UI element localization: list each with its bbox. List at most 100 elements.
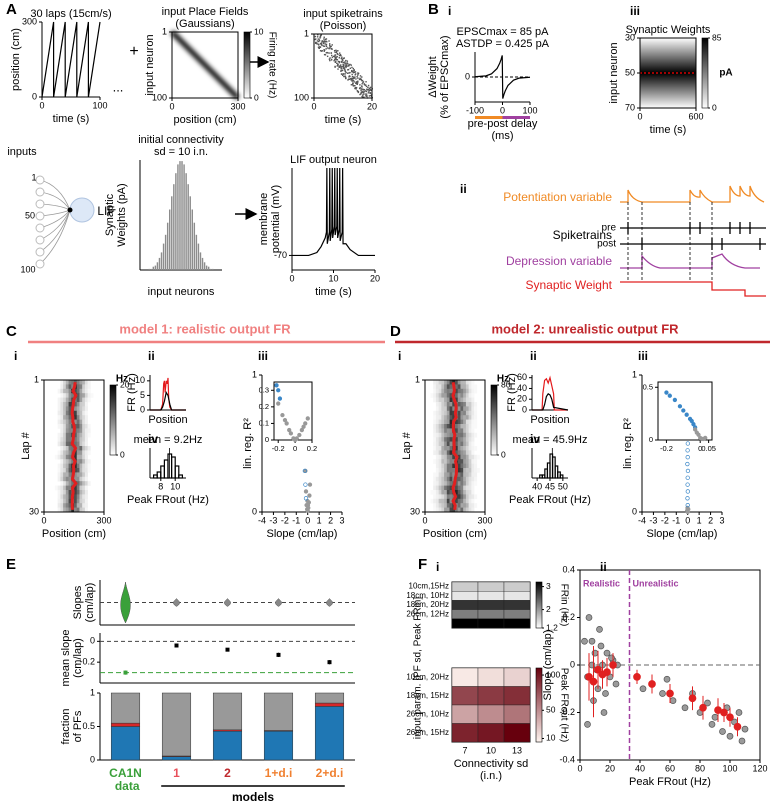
heat-cell	[444, 503, 448, 508]
heat-cell	[457, 432, 461, 438]
heat-cell	[457, 406, 461, 412]
chart-title: mean = 9.2Hz	[134, 434, 203, 446]
point	[639, 685, 647, 693]
spike	[359, 77, 361, 80]
colorbar-tick-label: 80	[501, 379, 511, 389]
point	[287, 427, 292, 433]
heat-cell	[465, 415, 469, 420]
heat-cell	[441, 415, 445, 420]
y-tick-label: 0	[90, 636, 95, 646]
spike	[337, 68, 339, 70]
text: i	[14, 349, 17, 363]
bar	[207, 266, 210, 270]
spike	[366, 89, 368, 91]
heat-cell	[463, 419, 467, 425]
heat-cell	[444, 432, 448, 438]
bar	[181, 161, 183, 270]
heat-cell	[451, 618, 479, 629]
point	[600, 709, 608, 716]
heat-cell	[441, 437, 445, 442]
heat-cell	[84, 388, 88, 394]
heat-cell	[471, 437, 475, 442]
spike	[362, 89, 365, 91]
spike	[331, 48, 333, 50]
colorbar	[535, 581, 543, 629]
spike	[318, 43, 320, 45]
bar	[187, 184, 189, 270]
spike	[347, 68, 350, 71]
heat-cell	[477, 618, 505, 629]
heat-cell	[76, 441, 80, 447]
x-tick-label: 0	[637, 111, 642, 121]
heat-cell	[63, 476, 67, 482]
spike	[361, 79, 364, 82]
heat-cell	[438, 450, 442, 456]
y-tick-label: 0	[522, 404, 527, 414]
point	[288, 431, 294, 436]
heat-cell	[65, 441, 69, 447]
heat-cell	[435, 402, 439, 407]
heat-cell	[476, 468, 480, 473]
heat-cell	[468, 415, 472, 420]
spike	[325, 48, 327, 50]
text: iv	[148, 432, 158, 446]
spike	[331, 54, 333, 57]
heat-cell	[468, 406, 472, 412]
heat-cell	[60, 402, 64, 407]
heat-cell	[74, 485, 78, 491]
heat-cell	[438, 485, 442, 491]
center-of-mass	[451, 381, 459, 510]
heat-cell	[433, 419, 437, 425]
heat-cell	[460, 402, 464, 407]
heat-cell	[441, 432, 445, 438]
heat-cell	[457, 481, 461, 486]
y-tick-label: 20	[517, 394, 527, 404]
histogram-bar	[178, 474, 184, 479]
heat-cell	[68, 393, 72, 398]
spike	[326, 41, 328, 43]
point	[719, 728, 726, 735]
heat-cell	[68, 494, 72, 500]
colorbar-label: pA	[719, 68, 732, 79]
y-tick-label: 1	[34, 374, 39, 384]
heat-cell	[438, 437, 442, 442]
heat-cell	[441, 388, 445, 394]
heat-cell	[82, 441, 86, 447]
heat-cell	[438, 472, 442, 478]
heat-cell	[433, 415, 437, 420]
heat-cell	[65, 380, 69, 385]
heat-cell	[460, 481, 464, 486]
point	[588, 661, 596, 669]
x-tick-label: 80	[695, 763, 705, 773]
spike	[368, 95, 371, 97]
heat-cell	[435, 507, 439, 513]
heat-cell	[477, 581, 505, 592]
heat-cell	[449, 424, 453, 429]
chart	[39, 21, 101, 100]
heat-cell	[460, 472, 464, 478]
spike	[344, 62, 346, 64]
heat-cell	[471, 494, 475, 500]
point	[282, 417, 288, 423]
spike	[337, 63, 339, 65]
heat-cell	[65, 415, 69, 420]
heat-cell	[435, 463, 439, 469]
heat-cell	[82, 507, 86, 513]
text: input param. [PF sd, Peak FRin]	[413, 597, 424, 740]
heat-cell	[441, 481, 445, 486]
y-tick-label: 0	[649, 435, 653, 444]
spike	[353, 69, 355, 71]
bar	[189, 196, 191, 270]
colorbar-tick-label: 0	[712, 102, 717, 112]
point	[685, 455, 690, 460]
spike	[363, 90, 365, 93]
heat-cell	[465, 393, 469, 398]
heat-cell	[438, 481, 442, 486]
heat-cell	[446, 437, 450, 442]
y-tick-label: 0	[632, 506, 637, 516]
spike	[325, 52, 328, 54]
point	[301, 424, 306, 429]
heat-cell	[446, 384, 450, 390]
spike	[333, 59, 336, 61]
heat-cell	[84, 432, 88, 438]
